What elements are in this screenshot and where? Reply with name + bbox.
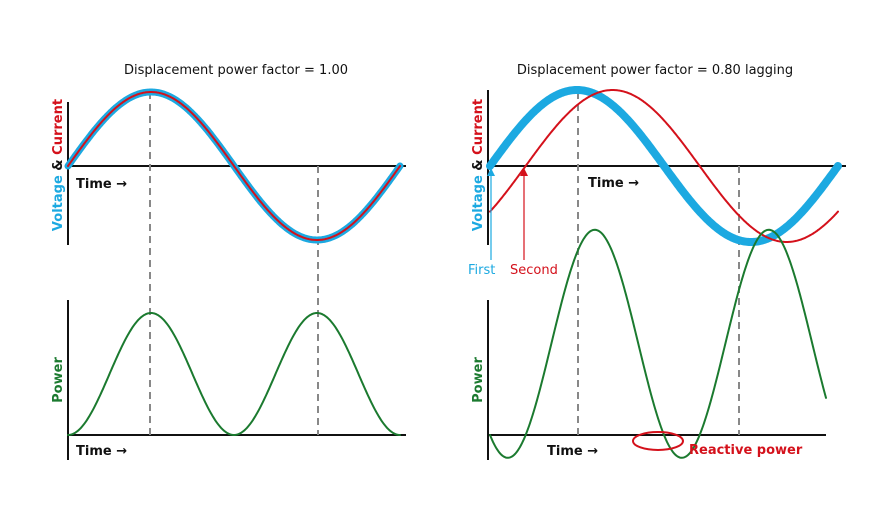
reactive-ellipse — [632, 431, 684, 451]
time-label: Time → — [547, 444, 598, 459]
first-label: First — [468, 263, 495, 278]
y-label: Voltage & Current — [51, 99, 66, 231]
current-label: Current — [51, 99, 66, 155]
voltage-curve — [486, 86, 842, 246]
curves — [64, 86, 842, 459]
voltage-label: Voltage — [471, 175, 486, 231]
power-label: Power — [51, 357, 66, 403]
current-curve — [67, 91, 401, 241]
arrows — [487, 168, 528, 260]
power-curve — [67, 312, 401, 436]
power-curve — [489, 228, 827, 459]
title: Displacement power factor = 0.80 lagging — [517, 63, 793, 78]
and-label: & — [51, 159, 66, 170]
and-label: & — [471, 159, 486, 170]
current-curve — [489, 89, 839, 243]
y-label: Voltage & Current — [471, 99, 486, 231]
title: Displacement power factor = 1.00 — [124, 63, 348, 78]
axes — [67, 90, 846, 460]
time-label: Time → — [588, 176, 639, 191]
power-label: Power — [471, 357, 486, 403]
dashed-guides — [149, 92, 740, 435]
reactive-label: Reactive power — [689, 443, 803, 458]
second-label: Second — [510, 263, 558, 278]
time-label: Time → — [76, 177, 127, 192]
voltage-label: Voltage — [51, 175, 66, 231]
current-label: Current — [471, 99, 486, 155]
time-label: Time → — [76, 444, 127, 459]
